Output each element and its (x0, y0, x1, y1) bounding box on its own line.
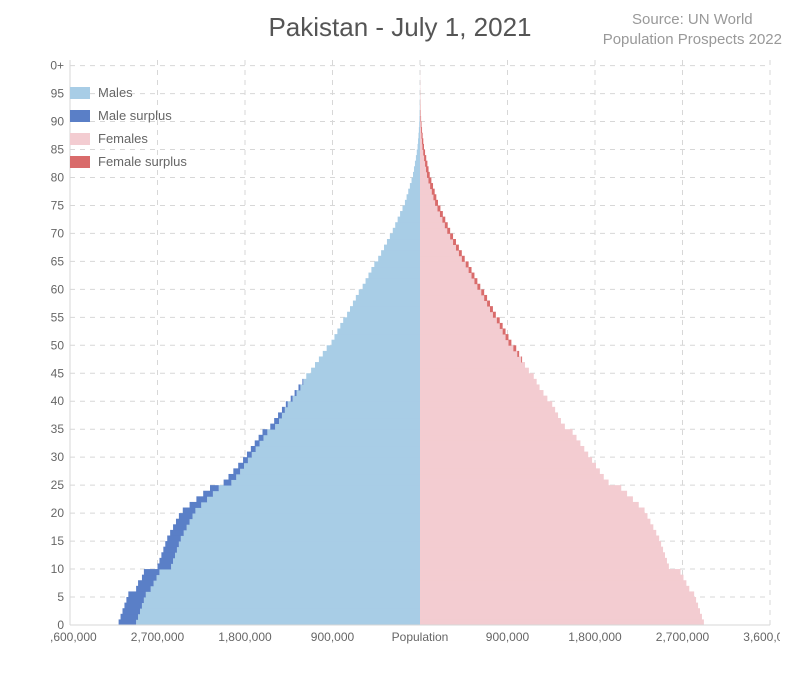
svg-text:85: 85 (51, 143, 65, 157)
legend-swatch-male-surplus (70, 110, 90, 122)
svg-text:15: 15 (51, 534, 65, 548)
svg-text:45: 45 (51, 366, 65, 380)
legend-swatch-female-surplus (70, 156, 90, 168)
svg-text:900,000: 900,000 (486, 630, 530, 644)
svg-text:900,000: 900,000 (311, 630, 355, 644)
svg-text:65: 65 (51, 254, 65, 268)
legend-item: Females (70, 131, 187, 146)
legend-label: Males (98, 85, 133, 100)
svg-text:70: 70 (51, 226, 65, 240)
svg-text:2,700,000: 2,700,000 (131, 630, 185, 644)
svg-text:50: 50 (51, 338, 65, 352)
svg-text:2,700,000: 2,700,000 (656, 630, 710, 644)
svg-text:80: 80 (51, 170, 65, 184)
legend-label: Females (98, 131, 148, 146)
legend-item: Male surplus (70, 108, 187, 123)
source-line-1: Source: UN World (603, 10, 782, 30)
svg-text:55: 55 (51, 310, 65, 324)
svg-text:3,600,000: 3,600,000 (743, 630, 780, 644)
svg-text:40: 40 (51, 394, 65, 408)
svg-text:1,800,000: 1,800,000 (568, 630, 622, 644)
svg-text:100+: 100+ (50, 59, 64, 73)
svg-text:Population: Population (392, 630, 449, 644)
svg-text:95: 95 (51, 87, 65, 101)
svg-text:10: 10 (51, 562, 65, 576)
legend-item: Female surplus (70, 154, 187, 169)
legend-item: Males (70, 85, 187, 100)
legend-label: Female surplus (98, 154, 187, 169)
svg-text:35: 35 (51, 422, 65, 436)
source-line-2: Population Prospects 2022 (603, 30, 782, 50)
svg-text:20: 20 (51, 506, 65, 520)
svg-text:5: 5 (57, 590, 64, 604)
svg-text:75: 75 (51, 198, 65, 212)
legend-swatch-males (70, 87, 90, 99)
svg-text:1,800,000: 1,800,000 (218, 630, 272, 644)
svg-text:3,600,000: 3,600,000 (50, 630, 97, 644)
legend-label: Male surplus (98, 108, 172, 123)
svg-text:25: 25 (51, 478, 65, 492)
legend: Males Male surplus Females Female surplu… (70, 85, 187, 177)
svg-text:30: 30 (51, 450, 65, 464)
svg-text:0: 0 (57, 618, 64, 632)
svg-text:90: 90 (51, 115, 65, 129)
source-attribution: Source: UN World Population Prospects 20… (603, 10, 782, 49)
legend-swatch-females (70, 133, 90, 145)
svg-text:60: 60 (51, 282, 65, 296)
